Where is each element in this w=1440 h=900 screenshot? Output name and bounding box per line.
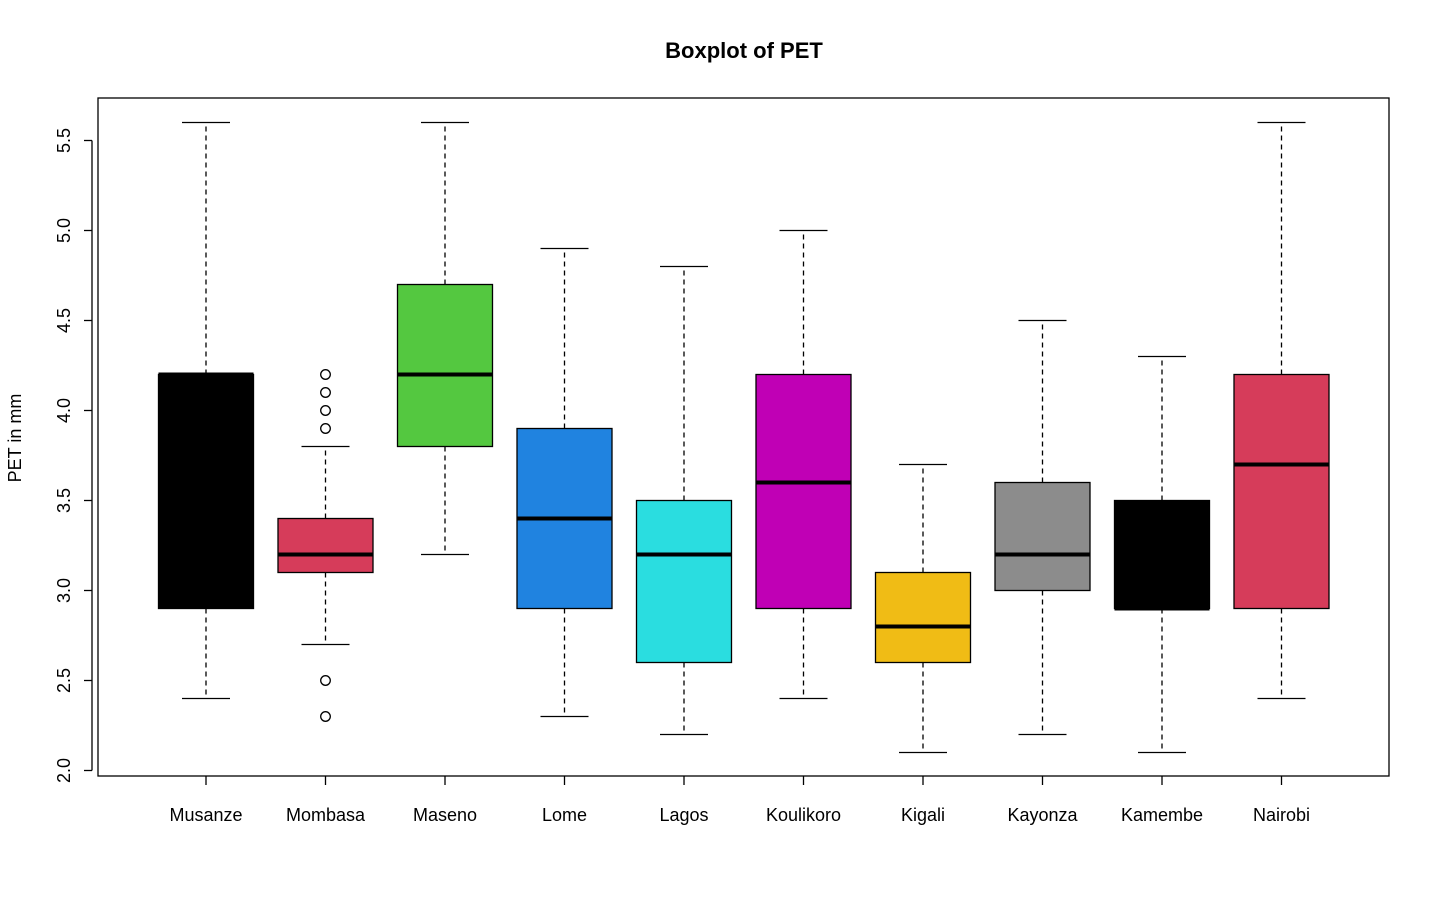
y-tick-label: 5.0 [54, 218, 74, 243]
y-tick-label: 3.0 [54, 578, 74, 603]
box-kigali [874, 463, 972, 754]
outlier-point [320, 387, 331, 398]
x-tick-label: Koulikoro [766, 805, 841, 825]
box-nairobi [1233, 121, 1330, 700]
iqr-box [1113, 499, 1211, 610]
chart-title: Boxplot of PET [665, 38, 823, 63]
box-kamembe [1113, 355, 1211, 754]
iqr-box [755, 373, 852, 610]
y-tick-label: 5.5 [54, 128, 74, 153]
y-tick-label: 3.5 [54, 488, 74, 513]
x-tick-label: Kamembe [1121, 805, 1203, 825]
x-tick-label: Maseno [413, 805, 477, 825]
boxes-group [157, 121, 1330, 754]
y-tick-label: 2.5 [54, 668, 74, 693]
y-axis-label: PET in mm [5, 394, 25, 483]
iqr-box [874, 571, 972, 664]
box-mombasa [277, 369, 374, 722]
box-maseno [396, 121, 494, 556]
iqr-box [1233, 373, 1330, 610]
x-tick-label: Lome [542, 805, 587, 825]
box-musanze [157, 121, 255, 700]
outlier-point [320, 423, 331, 434]
iqr-box [635, 499, 733, 664]
iqr-box [277, 517, 374, 574]
plot-frame [97, 97, 1390, 777]
y-tick-label: 2.0 [54, 758, 74, 783]
outlier-point [320, 405, 331, 416]
y-tick-label: 4.5 [54, 308, 74, 333]
box-koulikoro [755, 229, 852, 700]
outlier-point [320, 711, 331, 722]
iqr-box [396, 283, 494, 448]
x-tick-label: Kigali [901, 805, 945, 825]
x-tick-label: Musanze [169, 805, 242, 825]
box-kayonza [994, 319, 1091, 736]
x-tick-label: Nairobi [1253, 805, 1310, 825]
box-lagos [635, 265, 733, 736]
x-tick-label: Lagos [659, 805, 708, 825]
y-axis: 2.0 2.5 3.0 3.5 4.0 4.5 5.0 5.5 [54, 128, 93, 783]
y-tick-label: 4.0 [54, 398, 74, 423]
x-axis: Musanze Mombasa Maseno Lome Lagos Koulikoro Ki… [169, 776, 1310, 825]
outlier-point [320, 369, 331, 380]
iqr-box [157, 373, 255, 610]
iqr-box [994, 481, 1091, 592]
x-tick-label: Mombasa [286, 805, 366, 825]
x-tick-label: Kayonza [1007, 805, 1078, 825]
outlier-point [320, 675, 331, 686]
box-lome [516, 247, 613, 718]
